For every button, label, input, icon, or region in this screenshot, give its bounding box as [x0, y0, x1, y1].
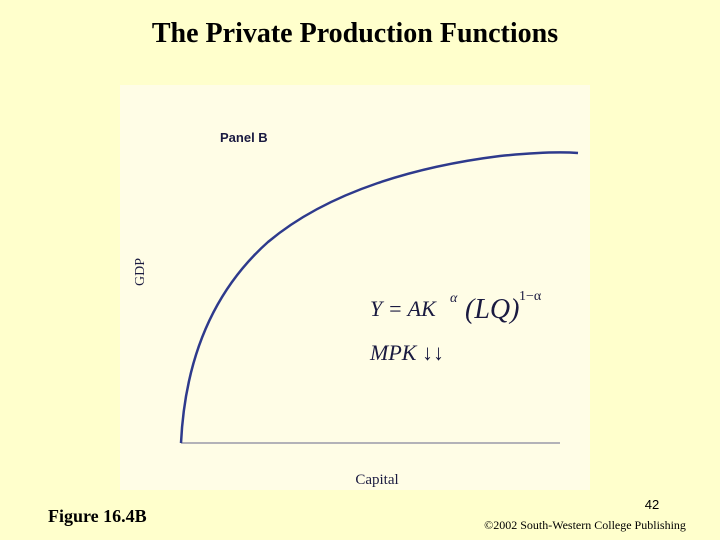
equation-lhs: Y = AK: [370, 296, 437, 321]
page-number: 42: [645, 497, 659, 512]
equation-exponent: α: [450, 291, 458, 306]
x-axis-label: Capital: [355, 472, 398, 488]
mpk-note: MPK ↓↓: [369, 340, 444, 365]
panel-label: Panel B: [220, 130, 268, 145]
equation-group: (LQ): [465, 294, 519, 325]
y-axis-label: GDP: [133, 258, 148, 286]
copyright: ©2002 South-Western College Publishing: [484, 518, 686, 532]
figure-area: [120, 85, 590, 490]
production-curve: [179, 151, 579, 444]
slide-title: The Private Production Functions: [152, 18, 558, 49]
figure-label: Figure 16.4B: [48, 506, 147, 526]
equation-exponent: 1−α: [519, 289, 542, 304]
